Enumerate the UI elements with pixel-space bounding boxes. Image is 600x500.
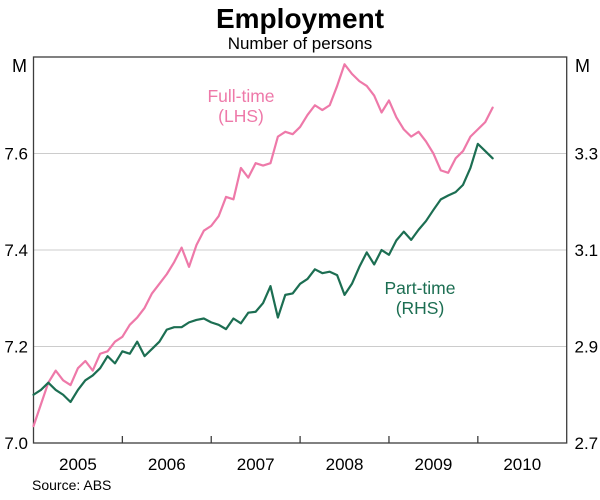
- gridlines: [33, 153, 567, 347]
- axis-tick-labels: 7.6 7.4 7.2 7.0 3.3 3.1 2.9 2.7 2005 2006 2007 2008…: [4, 145, 598, 475]
- x-year-label: 2007: [237, 455, 275, 474]
- plot-frame: [32, 56, 568, 444]
- page-title: Employment: [215, 3, 385, 34]
- fulltime-label-axis: (LHS): [218, 106, 264, 126]
- x-year-label: 2009: [414, 455, 452, 474]
- right-axis-tick-label: 2.7: [575, 434, 599, 453]
- fulltime-series-label: Full-time (LHS): [207, 86, 274, 126]
- parttime-label-name: Part-time: [384, 278, 456, 298]
- series-lines: [32, 63, 494, 428]
- left-axis-tick-label: 7.4: [4, 241, 28, 260]
- parttime-label-axis: (RHS): [395, 298, 445, 318]
- x-year-label: 2008: [326, 455, 364, 474]
- parttime-line: [32, 142, 494, 404]
- x-year-label: 2010: [503, 455, 541, 474]
- left-axis-tick-label: 7.2: [4, 338, 28, 357]
- left-axis-tick-label: 7.6: [4, 145, 28, 164]
- x-axis-ticks: [121, 436, 479, 443]
- right-axis-tick-label: 3.3: [575, 145, 599, 164]
- left-axis-unit: M: [12, 56, 27, 76]
- x-year-label: 2006: [148, 455, 186, 474]
- fulltime-line: [32, 63, 494, 428]
- x-year-label: 2005: [59, 455, 97, 474]
- right-axis-tick-label: 3.1: [575, 241, 599, 260]
- left-axis-tick-label: 7.0: [4, 434, 28, 453]
- right-axis-tick-label: 2.9: [575, 338, 599, 357]
- page-subtitle: Number of persons: [227, 34, 373, 53]
- parttime-series-label: Part-time (RHS): [385, 278, 456, 318]
- fulltime-label-name: Full-time: [207, 86, 275, 106]
- right-axis-unit: M: [575, 56, 590, 76]
- source-note: Source: ABS: [32, 477, 112, 493]
